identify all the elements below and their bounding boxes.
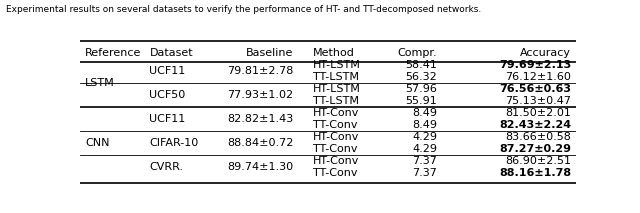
Text: Reference: Reference — [85, 48, 141, 58]
Text: 76.12±1.60: 76.12±1.60 — [505, 72, 571, 82]
Text: UCF50: UCF50 — [150, 90, 186, 100]
Text: HT-Conv: HT-Conv — [313, 132, 360, 142]
Text: 56.32: 56.32 — [405, 72, 437, 82]
Text: Dataset: Dataset — [150, 48, 193, 58]
Text: 77.93±1.02: 77.93±1.02 — [227, 90, 293, 100]
Text: LSTM: LSTM — [85, 78, 115, 88]
Text: 7.37: 7.37 — [412, 156, 437, 166]
Text: TT-Conv: TT-Conv — [313, 120, 358, 130]
Text: TT-LSTM: TT-LSTM — [313, 72, 359, 82]
Text: HT-Conv: HT-Conv — [313, 108, 360, 118]
Text: Method: Method — [313, 48, 355, 58]
Text: 89.74±1.30: 89.74±1.30 — [227, 162, 293, 172]
Text: 58.41: 58.41 — [405, 60, 437, 70]
Text: Baseline: Baseline — [246, 48, 293, 58]
Text: CNN: CNN — [85, 138, 109, 148]
Text: CIFAR-10: CIFAR-10 — [150, 138, 198, 148]
Text: 86.90±2.51: 86.90±2.51 — [505, 156, 571, 166]
Text: TT-LSTM: TT-LSTM — [313, 96, 359, 106]
Text: 88.84±0.72: 88.84±0.72 — [227, 138, 293, 148]
Text: 57.96: 57.96 — [405, 84, 437, 94]
Text: HT-LSTM: HT-LSTM — [313, 60, 361, 70]
Text: 4.29: 4.29 — [412, 132, 437, 142]
Text: UCF11: UCF11 — [150, 114, 186, 124]
Text: 82.43±2.24: 82.43±2.24 — [499, 120, 571, 130]
Text: 79.69±2.13: 79.69±2.13 — [499, 60, 571, 70]
Text: HT-Conv: HT-Conv — [313, 156, 360, 166]
Text: 75.13±0.47: 75.13±0.47 — [505, 96, 571, 106]
Text: 55.91: 55.91 — [405, 96, 437, 106]
Text: 4.29: 4.29 — [412, 144, 437, 154]
Text: 88.16±1.78: 88.16±1.78 — [499, 168, 571, 178]
Text: TT-Conv: TT-Conv — [313, 144, 358, 154]
Text: 79.81±2.78: 79.81±2.78 — [227, 66, 293, 76]
Text: 83.66±0.58: 83.66±0.58 — [505, 132, 571, 142]
Text: 8.49: 8.49 — [412, 120, 437, 130]
Text: 81.50±2.01: 81.50±2.01 — [505, 108, 571, 118]
Text: CVRR.: CVRR. — [150, 162, 184, 172]
Text: UCF11: UCF11 — [150, 66, 186, 76]
Text: Accuracy: Accuracy — [520, 48, 571, 58]
Text: 7.37: 7.37 — [412, 168, 437, 178]
Text: Compr.: Compr. — [397, 48, 437, 58]
Text: 8.49: 8.49 — [412, 108, 437, 118]
Text: 76.56±0.63: 76.56±0.63 — [499, 84, 571, 94]
Text: 87.27±0.29: 87.27±0.29 — [499, 144, 571, 154]
Text: 82.82±1.43: 82.82±1.43 — [227, 114, 293, 124]
Text: TT-Conv: TT-Conv — [313, 168, 358, 178]
Text: Experimental results on several datasets to verify the performance of HT- and TT: Experimental results on several datasets… — [6, 5, 482, 14]
Text: HT-LSTM: HT-LSTM — [313, 84, 361, 94]
